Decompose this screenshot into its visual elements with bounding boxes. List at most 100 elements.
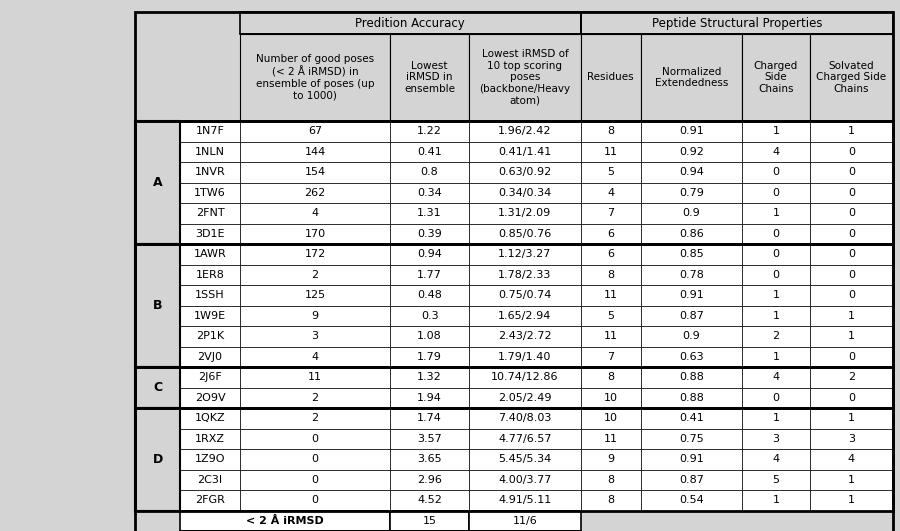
Bar — [180, 490, 240, 510]
Bar — [641, 305, 742, 326]
Text: 1.31: 1.31 — [418, 208, 442, 218]
Text: 2VJ0: 2VJ0 — [197, 352, 222, 362]
Text: 1.79/1.40: 1.79/1.40 — [499, 352, 552, 362]
Bar — [240, 162, 390, 183]
Bar — [180, 141, 240, 162]
Text: 1.94: 1.94 — [418, 393, 442, 402]
Bar — [641, 244, 742, 264]
Bar — [641, 203, 742, 224]
Text: 1TW6: 1TW6 — [194, 188, 226, 198]
Bar — [742, 121, 810, 141]
Text: 1: 1 — [772, 352, 779, 362]
Bar — [180, 183, 240, 203]
Bar — [742, 285, 810, 305]
Bar — [580, 183, 641, 203]
Bar — [641, 162, 742, 183]
Bar — [180, 285, 240, 305]
Bar — [641, 490, 742, 510]
Text: 2: 2 — [311, 393, 319, 402]
Bar — [135, 121, 180, 244]
Text: C: C — [153, 381, 162, 394]
Text: 5: 5 — [772, 475, 779, 485]
Bar — [742, 203, 810, 224]
Text: 11: 11 — [604, 147, 617, 157]
Bar — [810, 224, 893, 244]
Bar — [469, 244, 580, 264]
Text: 3D1E: 3D1E — [195, 229, 225, 239]
Text: 0.94: 0.94 — [679, 167, 704, 177]
Bar — [580, 285, 641, 305]
Bar — [390, 141, 469, 162]
Bar — [641, 367, 742, 388]
Text: 0.48: 0.48 — [418, 290, 442, 300]
Bar — [810, 388, 893, 408]
Bar — [240, 408, 390, 429]
Bar — [580, 388, 641, 408]
Text: Number of good poses
(< 2 Å iRMSD) in
ensemble of poses (up
to 1000): Number of good poses (< 2 Å iRMSD) in en… — [256, 54, 374, 101]
Text: 0.79: 0.79 — [679, 188, 704, 198]
Bar — [180, 347, 240, 367]
Bar — [810, 162, 893, 183]
Text: 0.63/0.92: 0.63/0.92 — [499, 167, 552, 177]
Text: 4: 4 — [772, 147, 779, 157]
Text: 0: 0 — [848, 167, 855, 177]
Bar — [641, 347, 742, 367]
Text: 8: 8 — [607, 495, 614, 506]
Text: 2P1K: 2P1K — [196, 331, 224, 341]
Bar — [390, 121, 469, 141]
Bar — [180, 224, 240, 244]
Bar — [469, 121, 580, 141]
Bar — [810, 469, 893, 490]
Text: Lowest
iRMSD in
ensemble: Lowest iRMSD in ensemble — [404, 61, 455, 94]
Text: 15: 15 — [423, 516, 436, 526]
Text: 0: 0 — [848, 249, 855, 259]
Bar — [390, 305, 469, 326]
Text: 5.45/5.34: 5.45/5.34 — [499, 454, 552, 464]
Bar — [641, 469, 742, 490]
Text: 0.41/1.41: 0.41/1.41 — [499, 147, 552, 157]
Text: 4.91/5.11: 4.91/5.11 — [499, 495, 552, 506]
Bar — [240, 121, 390, 141]
Text: 1ER8: 1ER8 — [195, 270, 224, 280]
Text: 0.9: 0.9 — [682, 208, 700, 218]
Bar — [240, 490, 390, 510]
Bar — [742, 408, 810, 429]
Bar — [180, 429, 240, 449]
Bar — [810, 183, 893, 203]
Text: 1Z9O: 1Z9O — [194, 454, 225, 464]
Text: 2: 2 — [848, 372, 855, 382]
Bar — [135, 121, 893, 244]
Text: 1SSH: 1SSH — [195, 290, 225, 300]
Bar — [469, 347, 580, 367]
Text: 0.86: 0.86 — [679, 229, 704, 239]
Text: 0.34/0.34: 0.34/0.34 — [499, 188, 552, 198]
Bar — [810, 244, 893, 264]
Text: 0.91: 0.91 — [679, 290, 704, 300]
Bar — [742, 490, 810, 510]
Bar — [641, 224, 742, 244]
Bar — [742, 183, 810, 203]
Text: 11/6: 11/6 — [512, 516, 537, 526]
Bar — [742, 388, 810, 408]
Text: 0: 0 — [311, 495, 319, 506]
Bar — [641, 326, 742, 347]
Bar — [580, 224, 641, 244]
Bar — [469, 469, 580, 490]
Bar — [240, 388, 390, 408]
Text: 1.65/2.94: 1.65/2.94 — [499, 311, 552, 321]
Bar — [580, 244, 641, 264]
Bar — [742, 469, 810, 490]
Text: < 2 Å iRMSD: < 2 Å iRMSD — [246, 516, 324, 526]
Bar — [742, 367, 810, 388]
Bar — [580, 12, 893, 34]
Text: 1: 1 — [772, 208, 779, 218]
Bar — [810, 34, 893, 121]
Text: 0: 0 — [848, 290, 855, 300]
Text: 3: 3 — [311, 331, 319, 341]
Text: 4: 4 — [311, 208, 319, 218]
Text: Predition Accuracy: Predition Accuracy — [356, 16, 465, 30]
Bar — [742, 429, 810, 449]
Bar — [135, 244, 180, 367]
Bar — [810, 490, 893, 510]
Text: 125: 125 — [304, 290, 326, 300]
